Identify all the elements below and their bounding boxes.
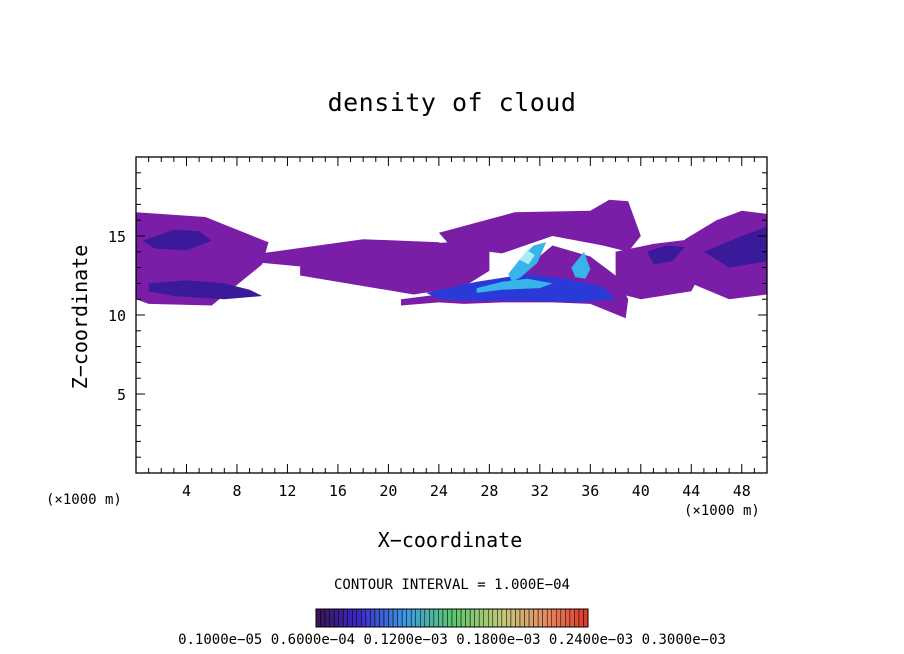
- x-tick-label: 16: [329, 482, 347, 500]
- colorbar-cell: [474, 608, 480, 628]
- colorbar-cell: [524, 608, 530, 628]
- contour-interval-label: CONTOUR INTERVAL = 1.000E−04: [333, 577, 570, 593]
- colorbar-cell: [320, 608, 326, 628]
- y-axis-label: Z−coordinate: [68, 244, 92, 390]
- colorbar-cell: [492, 608, 498, 628]
- y-tick-label: 5: [117, 386, 126, 404]
- y-tick-label: 15: [108, 228, 126, 246]
- colorbar-cell: [438, 608, 444, 628]
- colorbar-cell: [546, 608, 552, 628]
- colorbar-cell: [537, 608, 543, 628]
- colorbar-cell: [506, 608, 512, 628]
- colorbar-cell: [388, 608, 394, 628]
- colorbar-cell: [542, 608, 548, 628]
- colorbar-tick-labels: 0.1000e−05 0.6000e−04 0.1200e−03 0.1800e…: [178, 632, 726, 648]
- x-unit-label-left: (×1000 m): [46, 492, 122, 508]
- density-region-peak: [519, 250, 535, 265]
- colorbar-cell: [397, 608, 403, 628]
- plot-border: [135, 156, 768, 474]
- colorbar-cell: [420, 608, 426, 628]
- colorbar-cell: [361, 608, 367, 628]
- density-region-high: [476, 278, 553, 293]
- colorbar-cell: [469, 608, 475, 628]
- colorbar-cell: [338, 608, 344, 628]
- colorbar-cell: [456, 608, 462, 628]
- colorbar-cell: [478, 608, 484, 628]
- colorbar-cell: [569, 608, 575, 628]
- colorbar-cell: [315, 608, 321, 628]
- y-tick-label: 10: [108, 307, 126, 325]
- density-region-background: [438, 199, 641, 254]
- colorbar-cell: [460, 608, 466, 628]
- x-tick-label: 20: [379, 482, 397, 500]
- colorbar-cell: [324, 608, 330, 628]
- colorbar-cell: [442, 608, 448, 628]
- x-axis-label: X−coordinate: [377, 528, 523, 552]
- colorbar: [315, 608, 589, 628]
- colorbar-cell: [374, 608, 380, 628]
- x-tick-label: 32: [531, 482, 549, 500]
- plot-frame: [135, 156, 768, 474]
- colorbar-cell: [465, 608, 471, 628]
- x-unit-label-right: (×1000 m): [684, 503, 760, 519]
- colorbar-cell: [429, 608, 435, 628]
- colorbar-cell: [451, 608, 457, 628]
- density-region-low: [142, 229, 212, 251]
- density-region-low: [148, 280, 263, 300]
- cloud-density-field: [136, 199, 767, 319]
- colorbar-cell: [365, 608, 371, 628]
- density-region-low: [647, 245, 685, 265]
- colorbar-cell: [583, 608, 589, 628]
- x-tick-label: 12: [278, 482, 296, 500]
- colorbar-border: [315, 608, 589, 628]
- colorbar-cell: [497, 608, 503, 628]
- colorbar-cell: [347, 608, 353, 628]
- colorbar-cell: [501, 608, 507, 628]
- colorbar-cell: [410, 608, 416, 628]
- colorbar-cell: [352, 608, 358, 628]
- colorbar-cell: [560, 608, 566, 628]
- colorbar-cell: [488, 608, 494, 628]
- colorbar-cell: [424, 608, 430, 628]
- colorbar-cell: [565, 608, 571, 628]
- colorbar-cell: [329, 608, 335, 628]
- x-tick-label: 48: [733, 482, 751, 500]
- colorbar-cell: [510, 608, 516, 628]
- colorbar-cell: [533, 608, 539, 628]
- chart-title: density of cloud: [327, 88, 577, 117]
- colorbar-cell: [333, 608, 339, 628]
- colorbar-cell: [392, 608, 398, 628]
- x-tick-label: 4: [182, 482, 191, 500]
- colorbar-cell: [433, 608, 439, 628]
- x-tick-label: 40: [632, 482, 650, 500]
- colorbar-cell: [574, 608, 580, 628]
- colorbar-cell: [447, 608, 453, 628]
- colorbar-cell: [528, 608, 534, 628]
- colorbar-cell: [356, 608, 362, 628]
- density-region-background: [615, 239, 704, 300]
- colorbar-cell: [515, 608, 521, 628]
- colorbar-cell: [519, 608, 525, 628]
- colorbar-cell: [483, 608, 489, 628]
- colorbar-cell: [401, 608, 407, 628]
- x-tick-label: 28: [480, 482, 498, 500]
- colorbar-cell: [415, 608, 421, 628]
- x-tick-label: 8: [232, 482, 241, 500]
- colorbar-cell: [383, 608, 389, 628]
- density-region-high: [571, 251, 591, 279]
- colorbar-cell: [379, 608, 385, 628]
- x-tick-label: 24: [430, 482, 448, 500]
- colorbar-cell: [406, 608, 412, 628]
- x-tick-label: 36: [581, 482, 599, 500]
- density-region-background: [300, 239, 490, 295]
- colorbar-cell: [578, 608, 584, 628]
- colorbar-cell: [342, 608, 348, 628]
- density-region-low: [703, 226, 767, 268]
- colorbar-cell: [551, 608, 557, 628]
- x-tick-label: 44: [682, 482, 700, 500]
- colorbar-cell: [556, 608, 562, 628]
- colorbar-cell: [370, 608, 376, 628]
